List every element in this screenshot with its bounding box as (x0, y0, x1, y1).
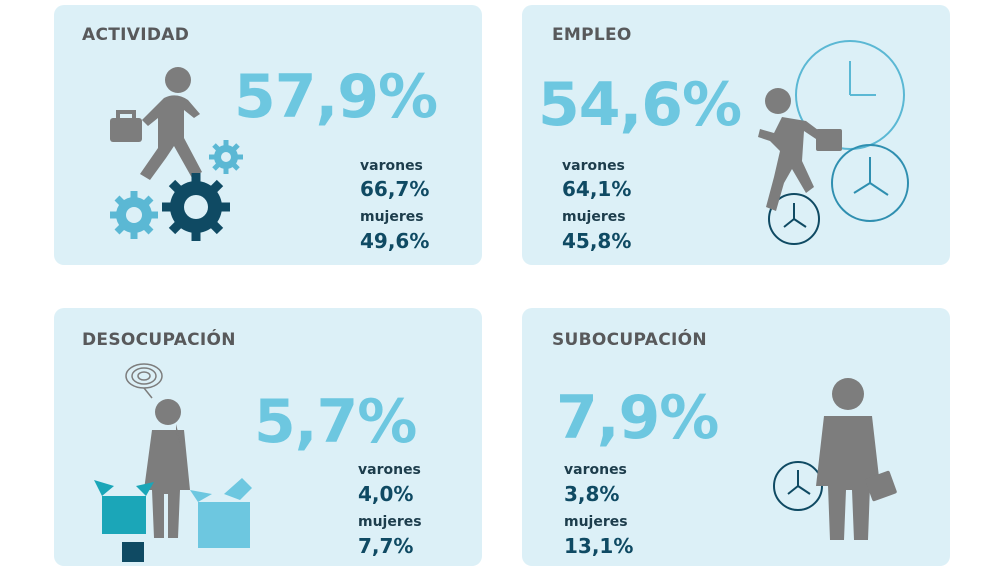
card-title: ACTIVIDAD (82, 25, 190, 45)
standing-man-icon (773, 378, 897, 540)
box-icon (94, 478, 252, 562)
varones-value: 4,0% (358, 482, 414, 506)
card-actividad: ACTIVIDAD (54, 5, 482, 265)
mujeres-label: mujeres (562, 209, 626, 225)
varones-label: varones (562, 158, 625, 174)
empleo-value: 54,6% (538, 70, 742, 140)
walking-man-icon (110, 67, 202, 180)
varones-value: 3,8% (564, 482, 620, 506)
varones-label: varones (360, 158, 423, 174)
varones-value: 64,1% (562, 177, 632, 201)
card-title: SUBOCUPACIÓN (552, 330, 707, 350)
running-man-icon (758, 88, 842, 211)
varones-value: 66,7% (360, 177, 430, 201)
clock-icon (768, 40, 909, 245)
mujeres-value: 49,6% (360, 229, 430, 253)
card-subocupacion: SUBOCUPACIÓN 7,9% varones 3,8% mujeres 1… (522, 308, 950, 566)
mujeres-label: mujeres (358, 514, 422, 530)
actividad-value: 57,9% (234, 62, 438, 132)
varones-label: varones (564, 462, 627, 478)
card-desocupacion: DESOCUPACIÓN 5,7% varones 4,0% mujeres 7… (54, 308, 482, 566)
varones-label: varones (358, 462, 421, 478)
card-title: DESOCUPACIÓN (82, 330, 236, 350)
confused-man-icon (125, 363, 190, 538)
subocupacion-value: 7,9% (556, 383, 719, 453)
mujeres-label: mujeres (360, 209, 424, 225)
mujeres-value: 45,8% (562, 229, 632, 253)
mujeres-value: 13,1% (564, 534, 634, 558)
card-empleo: EMPLEO 54,6% varones 64,1% mujeres 45,8% (522, 5, 950, 265)
mujeres-label: mujeres (564, 514, 628, 530)
card-title: EMPLEO (552, 25, 632, 45)
mujeres-value: 7,7% (358, 534, 414, 558)
gear-icon (110, 140, 243, 241)
desocupacion-value: 5,7% (254, 387, 417, 457)
